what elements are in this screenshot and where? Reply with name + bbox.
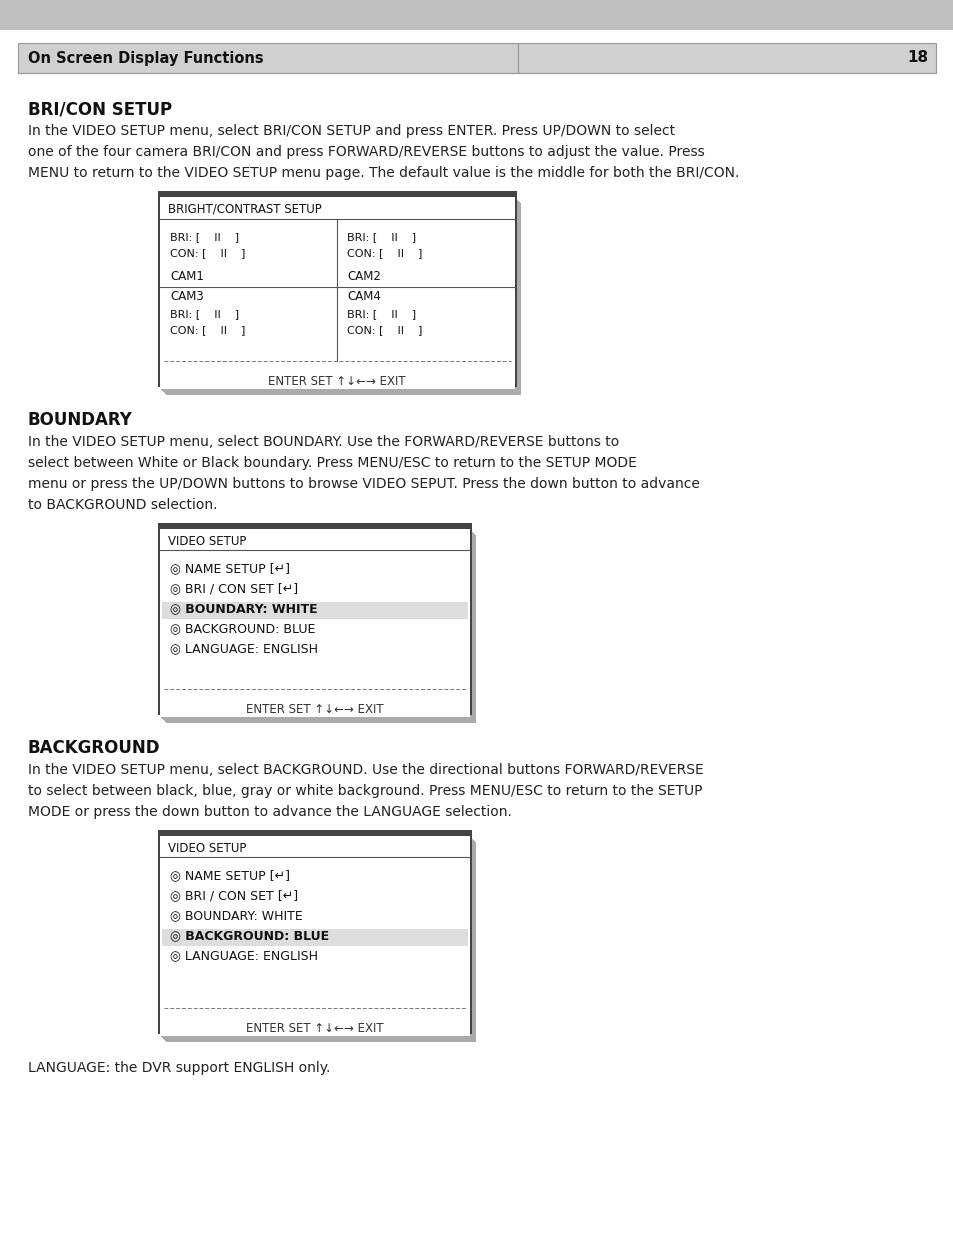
Text: In the VIDEO SETUP menu, select BOUNDARY. Use the FORWARD/REVERSE buttons to: In the VIDEO SETUP menu, select BOUNDARY… bbox=[28, 435, 618, 450]
Text: ◎ BOUNDARY: WHITE: ◎ BOUNDARY: WHITE bbox=[170, 601, 317, 615]
Text: BRIGHT/CONTRAST SETUP: BRIGHT/CONTRAST SETUP bbox=[168, 203, 321, 216]
Text: In the VIDEO SETUP menu, select BACKGROUND. Use the directional buttons FORWARD/: In the VIDEO SETUP menu, select BACKGROU… bbox=[28, 763, 703, 777]
Bar bbox=[165, 203, 519, 394]
Text: select between White or Black boundary. Press MENU/ESC to return to the SETUP MO: select between White or Black boundary. … bbox=[28, 456, 637, 471]
Text: MODE or press the down button to advance the LANGUAGE selection.: MODE or press the down button to advance… bbox=[28, 805, 512, 819]
Text: ◎ LANGUAGE: ENGLISH: ◎ LANGUAGE: ENGLISH bbox=[170, 948, 317, 962]
Bar bbox=[163, 532, 473, 720]
Text: CAM3: CAM3 bbox=[170, 290, 204, 303]
Text: VIDEO SETUP: VIDEO SETUP bbox=[168, 842, 246, 855]
Text: CAM4: CAM4 bbox=[347, 290, 380, 303]
Text: On Screen Display Functions: On Screen Display Functions bbox=[28, 51, 263, 65]
Bar bbox=[158, 830, 472, 1034]
Text: CON: [    II    ]: CON: [ II ] bbox=[347, 248, 422, 258]
Bar bbox=[166, 842, 476, 1042]
Bar bbox=[517, 43, 935, 73]
Text: BACKGROUND: BACKGROUND bbox=[28, 739, 160, 757]
Bar bbox=[164, 534, 474, 721]
Text: BRI: [    II    ]: BRI: [ II ] bbox=[170, 309, 239, 319]
Bar bbox=[162, 199, 517, 391]
Text: menu or press the UP/DOWN buttons to browse VIDEO SEPUT. Press the down button t: menu or press the UP/DOWN buttons to bro… bbox=[28, 477, 700, 492]
Bar bbox=[158, 191, 517, 387]
Bar bbox=[18, 43, 517, 73]
Text: ◎ BRI / CON SET [↵]: ◎ BRI / CON SET [↵] bbox=[170, 889, 297, 902]
Text: ◎ LANGUAGE: ENGLISH: ◎ LANGUAGE: ENGLISH bbox=[170, 642, 317, 655]
Bar bbox=[162, 531, 472, 719]
Text: CON: [    II    ]: CON: [ II ] bbox=[170, 325, 245, 335]
Text: MENU to return to the VIDEO SETUP menu page. The default value is the middle for: MENU to return to the VIDEO SETUP menu p… bbox=[28, 165, 739, 180]
Text: 18: 18 bbox=[906, 51, 927, 65]
Text: ◎ NAME SETUP [↵]: ◎ NAME SETUP [↵] bbox=[170, 869, 290, 882]
Text: CON: [    II    ]: CON: [ II ] bbox=[347, 325, 422, 335]
Text: CON: [    II    ]: CON: [ II ] bbox=[170, 248, 245, 258]
Text: LANGUAGE: the DVR support ENGLISH only.: LANGUAGE: the DVR support ENGLISH only. bbox=[28, 1061, 330, 1074]
Text: ◎ BACKGROUND: BLUE: ◎ BACKGROUND: BLUE bbox=[170, 929, 329, 942]
Text: ENTER SET ↑↓←→ EXIT: ENTER SET ↑↓←→ EXIT bbox=[268, 375, 405, 388]
Text: ◎ BRI / CON SET [↵]: ◎ BRI / CON SET [↵] bbox=[170, 582, 297, 595]
Text: to BACKGROUND selection.: to BACKGROUND selection. bbox=[28, 498, 217, 513]
Bar bbox=[163, 200, 517, 391]
Bar bbox=[163, 839, 473, 1039]
Bar bbox=[166, 535, 476, 722]
Text: BRI: [    II    ]: BRI: [ II ] bbox=[347, 309, 416, 319]
Text: ENTER SET ↑↓←→ EXIT: ENTER SET ↑↓←→ EXIT bbox=[246, 1023, 383, 1035]
Bar bbox=[164, 201, 518, 393]
Text: one of the four camera BRI/CON and press FORWARD/REVERSE buttons to adjust the v: one of the four camera BRI/CON and press… bbox=[28, 144, 704, 159]
Text: ◎ BACKGROUND: BLUE: ◎ BACKGROUND: BLUE bbox=[170, 622, 315, 635]
Text: ◎ NAME SETUP [↵]: ◎ NAME SETUP [↵] bbox=[170, 562, 290, 576]
Text: BRI: [    II    ]: BRI: [ II ] bbox=[347, 232, 416, 242]
Bar bbox=[161, 530, 471, 718]
Bar bbox=[164, 840, 474, 1040]
Bar bbox=[158, 522, 472, 715]
Text: VIDEO SETUP: VIDEO SETUP bbox=[168, 535, 246, 548]
Bar bbox=[165, 841, 475, 1041]
Bar bbox=[161, 837, 471, 1037]
Bar bbox=[160, 836, 470, 1036]
Text: CAM2: CAM2 bbox=[347, 270, 380, 283]
Bar bbox=[162, 839, 472, 1037]
Text: BRI/CON SETUP: BRI/CON SETUP bbox=[28, 100, 172, 119]
Text: to select between black, blue, gray or white background. Press MENU/ESC to retur: to select between black, blue, gray or w… bbox=[28, 784, 701, 798]
Bar bbox=[160, 198, 515, 389]
Text: In the VIDEO SETUP menu, select BRI/CON SETUP and press ENTER. Press UP/DOWN to : In the VIDEO SETUP menu, select BRI/CON … bbox=[28, 124, 675, 138]
Bar bbox=[0, 0, 953, 30]
Bar bbox=[162, 929, 468, 946]
Bar bbox=[160, 529, 470, 718]
Bar bbox=[162, 601, 468, 619]
Text: ◎ BOUNDARY: WHITE: ◎ BOUNDARY: WHITE bbox=[170, 909, 302, 923]
Bar bbox=[166, 203, 520, 395]
Text: BRI: [    II    ]: BRI: [ II ] bbox=[170, 232, 239, 242]
Bar bbox=[161, 198, 516, 390]
Text: ENTER SET ↑↓←→ EXIT: ENTER SET ↑↓←→ EXIT bbox=[246, 703, 383, 716]
Bar bbox=[165, 534, 475, 722]
Text: BOUNDARY: BOUNDARY bbox=[28, 411, 132, 429]
Text: CAM1: CAM1 bbox=[170, 270, 204, 283]
